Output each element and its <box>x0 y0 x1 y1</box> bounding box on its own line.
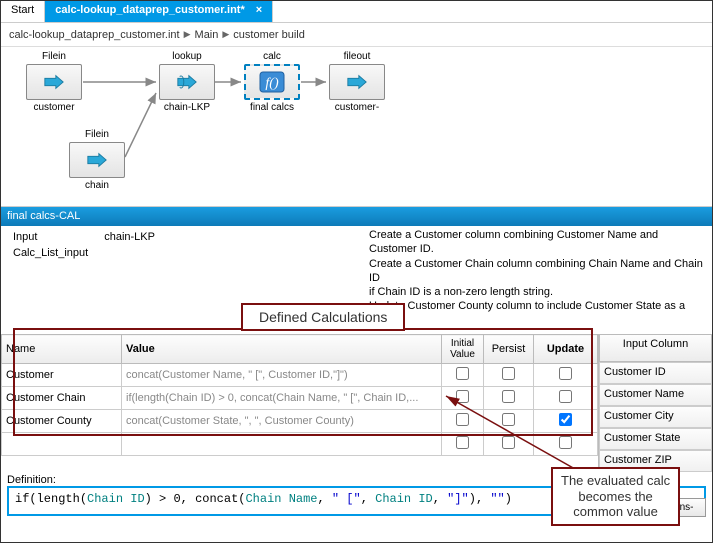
calc-icon: f() <box>259 71 285 93</box>
tab-label: calc-lookup_dataprep_customer.int* <box>55 4 245 16</box>
cell-value: concat(Customer Name, " [", Customer ID,… <box>122 364 442 387</box>
input-columns-panel: Input Column Customer ID Customer Name C… <box>598 334 712 472</box>
tab-start[interactable]: Start <box>1 1 45 22</box>
cell-name: Customer <box>2 364 122 387</box>
col-value[interactable]: Value <box>122 335 442 364</box>
node-label: chain-LKP <box>159 102 215 113</box>
input-column-item[interactable]: Customer City <box>599 406 712 428</box>
persist-checkbox[interactable] <box>502 436 515 449</box>
input-column-item[interactable]: Customer ID <box>599 362 712 384</box>
initial-checkbox[interactable] <box>456 390 469 403</box>
node-filein-customer[interactable]: Filein customer <box>26 51 82 113</box>
persist-checkbox[interactable] <box>502 413 515 426</box>
node-filein-chain[interactable]: Filein chain <box>69 129 125 191</box>
callout-evaluated-calc: The evaluated calc becomes the common va… <box>551 467 680 526</box>
info-key: Calc_List_input <box>11 246 100 260</box>
update-checkbox[interactable] <box>559 367 572 380</box>
node-fileout[interactable]: fileout customer- <box>329 51 385 113</box>
col-update[interactable]: Update <box>534 335 598 364</box>
breadcrumb-step[interactable]: customer build <box>233 29 305 41</box>
persist-checkbox[interactable] <box>502 367 515 380</box>
info-val: chain-LKP <box>102 230 167 244</box>
info-desc: Create a Customer column combining Custo… <box>369 228 704 257</box>
col-initial[interactable]: Initial Value <box>442 335 484 364</box>
table-row[interactable]: Customer Chain if(length(Chain ID) > 0, … <box>2 387 598 410</box>
lookup-icon <box>176 74 198 90</box>
table-row[interactable]: Customer County concat(Customer State, "… <box>2 410 598 433</box>
col-name[interactable]: Name <box>2 335 122 364</box>
col-persist[interactable]: Persist <box>484 335 534 364</box>
calculations-table[interactable]: Name Value Initial Value Persist Update … <box>1 334 598 456</box>
breadcrumb-main[interactable]: Main <box>195 29 219 41</box>
update-checkbox[interactable] <box>559 390 572 403</box>
node-title: Filein <box>69 129 125 140</box>
node-calc[interactable]: calc f() final calcs <box>244 51 300 113</box>
initial-checkbox[interactable] <box>456 367 469 380</box>
info-desc: if Chain ID is a non-zero length string. <box>369 285 704 299</box>
persist-checkbox[interactable] <box>502 390 515 403</box>
info-desc: Update Customer County column to include… <box>369 299 704 328</box>
cell-value: if(length(Chain ID) > 0, concat(Chain Na… <box>122 387 442 410</box>
chevron-right-icon: ▶ <box>184 29 191 40</box>
close-icon[interactable]: × <box>256 4 262 16</box>
node-title: calc <box>244 51 300 62</box>
update-checkbox[interactable] <box>559 436 572 449</box>
cell-name: Customer Chain <box>2 387 122 410</box>
breadcrumb: calc-lookup_dataprep_customer.int ▶ Main… <box>1 23 712 47</box>
initial-checkbox[interactable] <box>456 413 469 426</box>
table-row[interactable] <box>2 433 598 456</box>
initial-checkbox[interactable] <box>456 436 469 449</box>
svg-text:f(): f() <box>265 76 279 91</box>
node-label: customer- <box>329 102 385 113</box>
breadcrumb-file[interactable]: calc-lookup_dataprep_customer.int <box>9 29 180 41</box>
cell-name: Customer County <box>2 410 122 433</box>
chevron-right-icon: ▶ <box>222 29 229 40</box>
node-title: Filein <box>26 51 82 62</box>
input-column-item[interactable]: Customer State <box>599 428 712 450</box>
info-key: Input <box>11 230 100 244</box>
input-column-item[interactable]: Customer Name <box>599 384 712 406</box>
callout-defined-calculations: Defined Calculations <box>241 303 405 331</box>
filein-icon <box>43 74 65 90</box>
flow-canvas[interactable]: Filein customer Filein chain lookup chai… <box>1 47 712 207</box>
node-label: customer <box>26 102 82 113</box>
tab-active-file[interactable]: calc-lookup_dataprep_customer.int* × <box>45 1 273 22</box>
node-lookup[interactable]: lookup chain-LKP <box>159 51 215 113</box>
section-header: final calcs-CAL <box>1 207 712 226</box>
update-checkbox[interactable] <box>559 413 572 426</box>
node-label: chain <box>69 180 125 191</box>
side-header: Input Column <box>599 334 712 362</box>
cell-value: concat(Customer State, ", ", Customer Co… <box>122 410 442 433</box>
filein-icon <box>86 152 108 168</box>
node-label: final calcs <box>244 102 300 113</box>
info-desc: Create a Customer Chain column combining… <box>369 257 704 286</box>
node-title: lookup <box>159 51 215 62</box>
table-row[interactable]: Customer concat(Customer Name, " [", Cus… <box>2 364 598 387</box>
node-title: fileout <box>329 51 385 62</box>
fileout-icon <box>346 74 368 90</box>
